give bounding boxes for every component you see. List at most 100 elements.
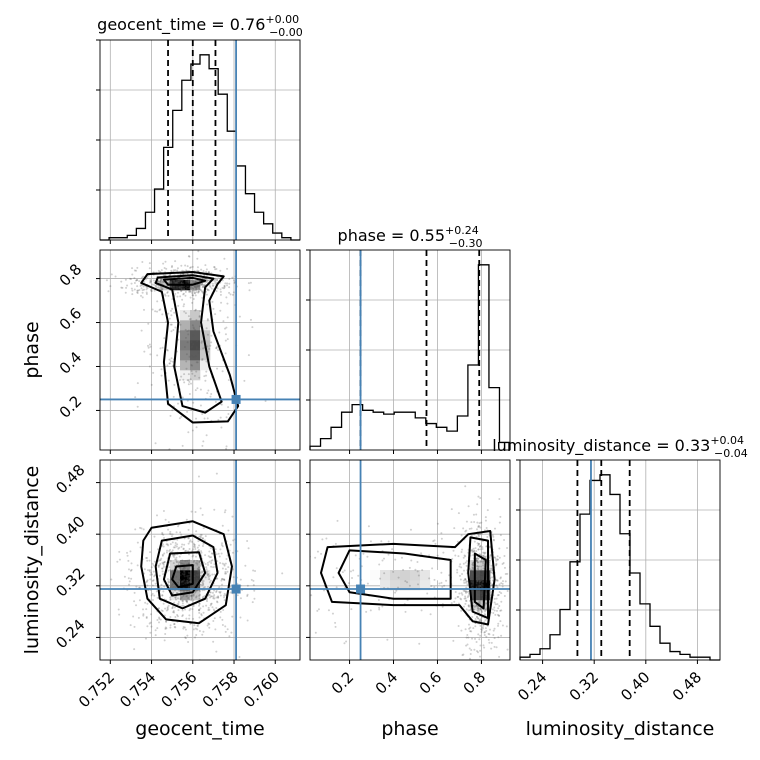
sample-point xyxy=(205,568,208,571)
histogram-luminosity-distance xyxy=(519,474,720,661)
sample-point xyxy=(267,581,269,583)
sample-point xyxy=(196,624,199,627)
sample-point xyxy=(184,566,187,569)
sample-point xyxy=(167,569,170,572)
sample-point xyxy=(431,567,434,570)
sample-point xyxy=(501,580,504,583)
density-cell xyxy=(420,580,431,591)
sample-point xyxy=(143,308,146,311)
sample-point xyxy=(202,595,205,598)
sample-point xyxy=(223,511,226,514)
sample-point xyxy=(497,636,500,639)
sample-point xyxy=(223,592,226,595)
sample-point xyxy=(458,565,461,568)
sample-point xyxy=(165,627,168,630)
sample-point xyxy=(200,341,203,344)
sample-point xyxy=(482,580,485,583)
sample-point xyxy=(185,281,188,284)
sample-point xyxy=(214,313,217,316)
sample-point xyxy=(187,279,190,282)
sample-point xyxy=(476,542,479,545)
sample-point xyxy=(170,584,173,587)
sample-point xyxy=(173,280,176,283)
density-cell xyxy=(200,350,211,361)
sample-point xyxy=(349,570,352,573)
sample-point xyxy=(170,266,173,269)
sample-point xyxy=(479,608,482,611)
sample-point xyxy=(320,552,323,555)
sample-point xyxy=(207,563,210,566)
sample-point xyxy=(182,285,185,288)
sample-point xyxy=(196,266,199,269)
sample-point xyxy=(163,614,166,617)
sample-point xyxy=(171,360,174,363)
sample-point xyxy=(194,583,197,586)
axes-frame xyxy=(99,459,301,661)
sample-point xyxy=(168,362,171,365)
sample-point xyxy=(226,302,229,305)
sample-point xyxy=(169,533,172,536)
sample-point xyxy=(197,570,200,573)
contour-line xyxy=(319,529,496,626)
sample-point xyxy=(184,294,187,297)
sample-point xyxy=(408,566,411,569)
sample-point xyxy=(206,281,209,284)
sample-point xyxy=(461,572,464,575)
sample-point xyxy=(178,417,181,420)
sample-point xyxy=(475,604,478,607)
sample-point xyxy=(194,309,197,312)
sample-point xyxy=(197,573,200,576)
sample-point xyxy=(475,616,478,619)
title-value: luminosity_distance = 0.33 xyxy=(492,436,710,456)
sample-point xyxy=(198,315,201,318)
sample-point xyxy=(171,583,174,586)
sample-point xyxy=(207,572,210,575)
sample-point xyxy=(465,529,468,532)
sample-point xyxy=(141,296,144,299)
sample-point xyxy=(181,599,184,602)
sample-point xyxy=(196,340,199,343)
sample-point xyxy=(133,648,136,651)
sample-point xyxy=(152,279,155,282)
sample-point xyxy=(208,556,211,559)
sample-point xyxy=(428,664,430,666)
sample-point xyxy=(500,634,503,637)
sample-point xyxy=(136,279,139,282)
sample-point xyxy=(386,638,389,641)
sample-point xyxy=(410,559,413,562)
sample-point xyxy=(187,279,190,282)
sample-point xyxy=(191,287,194,290)
sample-point xyxy=(130,278,133,281)
sample-point xyxy=(175,281,178,284)
sample-point xyxy=(178,571,181,574)
sample-point xyxy=(174,626,177,629)
sample-point xyxy=(477,569,480,572)
sample-point xyxy=(136,279,139,282)
sample-point xyxy=(180,286,183,289)
sample-point xyxy=(477,574,480,577)
sample-point xyxy=(205,434,208,437)
sample-point xyxy=(473,605,476,608)
sample-point xyxy=(200,289,203,292)
sample-point xyxy=(207,271,210,274)
sample-point xyxy=(159,280,162,283)
xlabel-luminosity-distance: luminosity_distance xyxy=(526,718,715,740)
sample-point xyxy=(477,524,480,527)
sample-point xyxy=(494,556,497,559)
sample-point xyxy=(170,357,173,360)
sample-point xyxy=(202,285,205,288)
sample-point xyxy=(224,572,227,575)
sample-point xyxy=(173,311,176,314)
sample-point xyxy=(465,580,468,583)
sample-point xyxy=(220,544,223,547)
sample-point xyxy=(472,604,475,607)
sample-point xyxy=(471,589,474,592)
sample-point xyxy=(187,537,190,540)
sample-point xyxy=(141,289,144,292)
sample-point xyxy=(158,559,161,562)
sample-point xyxy=(221,279,224,282)
sample-point xyxy=(321,538,324,541)
sample-point xyxy=(490,571,493,574)
sample-point xyxy=(189,285,192,288)
sample-point xyxy=(149,345,152,348)
